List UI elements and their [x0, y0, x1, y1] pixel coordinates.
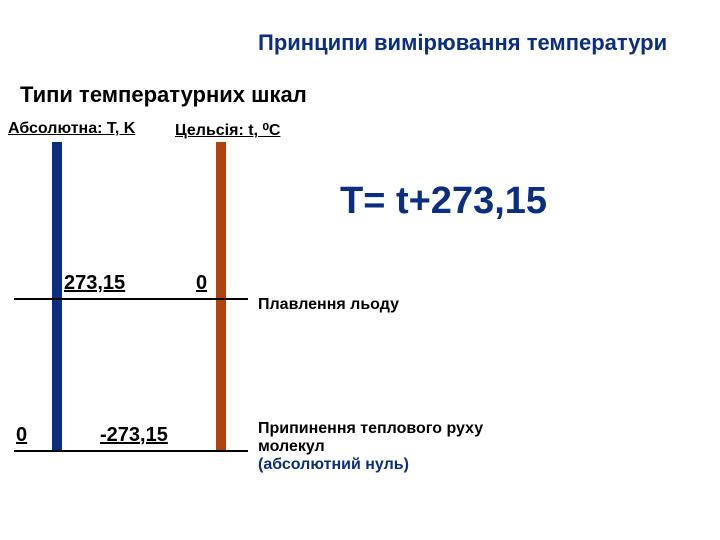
absolute-zero-event-line2: (абсолютний нуль): [258, 456, 488, 474]
conversion-formula: T= t+273,15: [340, 180, 547, 223]
absolute-scale-label: Абсолютна: T, K: [8, 120, 135, 138]
absolute-zero-absolute-value: 0: [16, 424, 27, 447]
absolute-zero-line: [14, 450, 248, 452]
melting-absolute-value: 273,15: [64, 272, 125, 295]
absolute-scale-bar: [52, 142, 62, 452]
slide: Принципи вимірювання температури Типи те…: [0, 0, 720, 540]
celsius-scale-label: Цельсія: t, ⁰C: [175, 120, 285, 140]
celsius-scale-bar: [216, 142, 226, 452]
absolute-zero-celsius-value: -273,15: [100, 424, 168, 447]
slide-title: Принципи вимірювання температури: [258, 30, 667, 56]
absolute-zero-event-label: Припинення теплового руху молекул (абсол…: [258, 420, 488, 474]
absolute-zero-event-line1: Припинення теплового руху молекул: [258, 420, 488, 456]
melting-line: [14, 298, 248, 300]
slide-subtitle: Типи температурних шкал: [20, 82, 307, 108]
melting-celsius-value: 0: [196, 272, 207, 295]
melting-event-label: Плавлення льоду: [258, 296, 399, 314]
